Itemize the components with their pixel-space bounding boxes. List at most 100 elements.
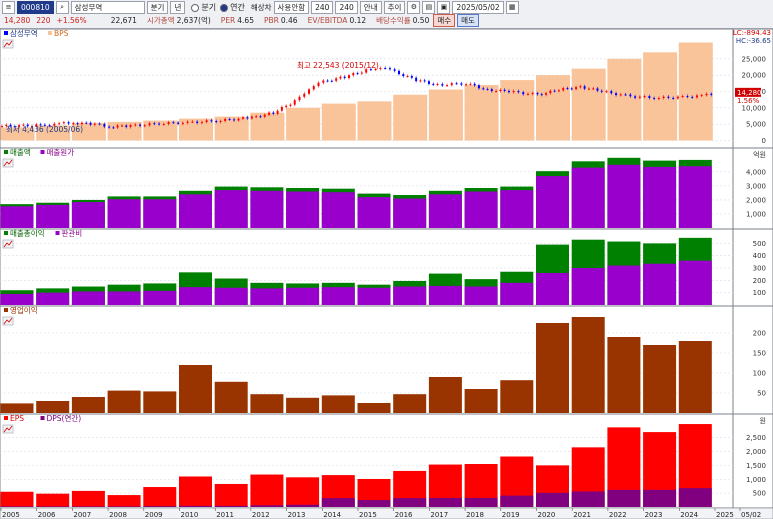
bar-sales-1-2011	[214, 190, 248, 228]
x-tick-label: 2023	[645, 511, 663, 519]
annual-radio-label: 연간	[230, 3, 245, 12]
price-candle	[579, 86, 582, 88]
stock-name-field[interactable]: 삼성무역	[70, 1, 145, 14]
price-candle	[477, 85, 480, 89]
price-candle	[280, 107, 283, 111]
pbr-label: PBR	[263, 16, 279, 25]
bar-gross_sga-1-2022	[607, 265, 641, 305]
price-candle	[423, 80, 426, 82]
date-field[interactable]: 2025/05/02	[452, 1, 504, 14]
bar-sales-1-2019	[500, 190, 534, 228]
price-candle	[308, 89, 311, 94]
price-candle	[629, 94, 632, 97]
price-candle	[26, 124, 29, 127]
price-candle	[158, 123, 161, 125]
calendar-icon[interactable]: ▦	[505, 1, 519, 14]
price-candle	[365, 69, 368, 73]
y-tick-label: 500	[753, 490, 766, 498]
price-candle	[638, 96, 641, 98]
price-candle	[285, 105, 288, 108]
y-tick-label: 3,000	[746, 182, 766, 190]
x-tick-label: 2015	[359, 511, 377, 519]
mcap-label: 시가총액	[146, 16, 175, 25]
y-tick-label: 100	[753, 289, 766, 297]
price-candle	[224, 118, 227, 121]
x-tick-label: 2011	[216, 511, 234, 519]
price-candle	[446, 85, 449, 87]
price-candle	[634, 96, 637, 98]
legend-label: 매출총이익	[10, 228, 45, 238]
stock-code-input[interactable]: 000810	[17, 1, 54, 14]
x-tick-label: 2013	[288, 511, 306, 519]
price-candle	[410, 76, 413, 78]
last-price-label: 14,280	[737, 89, 762, 97]
bar-eps_dps-1-2006	[36, 506, 70, 507]
bar-op_income-0-2014	[321, 395, 355, 413]
print-icon[interactable]: ▤	[422, 1, 436, 14]
type-label: 해상차	[250, 3, 272, 12]
price-candle	[450, 83, 453, 86]
bar-sales-1-2009	[143, 199, 177, 228]
x-axis-bar	[0, 507, 773, 519]
bar-op_income-0-2006	[36, 401, 70, 413]
count-b-field[interactable]: 240	[335, 1, 358, 14]
bar-eps_dps-0-2005	[0, 491, 34, 507]
search-icon[interactable]: ⌕	[55, 1, 69, 14]
price-candle	[495, 91, 498, 93]
year-button[interactable]: 년	[170, 1, 186, 14]
price-candle	[455, 83, 458, 85]
bar-price_bps-0-2006	[36, 125, 71, 141]
mode-select[interactable]: 사용안함	[273, 1, 310, 14]
price-candle	[348, 75, 351, 78]
x-tick-label: 2019	[502, 511, 520, 519]
price-candle	[330, 80, 333, 82]
price-candle	[93, 123, 96, 125]
high-annotation: 최고 22,543 (2015/12)	[297, 60, 379, 70]
add-button[interactable]: 추이	[383, 1, 406, 14]
price-candle	[686, 96, 689, 98]
price-candle	[540, 94, 543, 96]
price-candle	[549, 90, 552, 94]
bar-op_income-0-2017	[428, 377, 462, 413]
bar-op_income-0-2013	[286, 397, 320, 413]
price-candle	[30, 126, 33, 128]
period-button[interactable]: 분기	[146, 1, 169, 14]
quarter-radio-label: 분기	[201, 3, 217, 12]
price-candle	[517, 91, 520, 93]
price-candle	[312, 86, 315, 90]
quarter-radio[interactable]	[191, 3, 200, 12]
bar-price_bps-0-2008	[107, 121, 142, 141]
menu-icon[interactable]: ≡	[2, 1, 15, 14]
y-tick-label: 1,000	[746, 476, 766, 484]
annual-radio[interactable]	[220, 3, 229, 12]
guide-button[interactable]: 안내	[359, 1, 382, 14]
price-candle	[200, 122, 203, 124]
bar-op_income-0-2016	[393, 394, 427, 413]
bar-sales-1-2021	[571, 167, 605, 228]
price-candle	[432, 83, 435, 85]
legend-swatch	[4, 150, 8, 154]
bar-gross_sga-1-2023	[643, 263, 677, 305]
legend-label: 영업이익	[10, 305, 38, 315]
bar-op_income-0-2022	[607, 337, 641, 413]
count-a-field[interactable]: 240	[311, 1, 334, 14]
save-icon[interactable]: ▣	[437, 1, 451, 14]
buy-button[interactable]: 매수	[433, 14, 456, 27]
panel-chart-icon-line	[3, 240, 13, 248]
legend-label: DPS(연간)	[47, 413, 82, 423]
bar-op_income-0-2009	[143, 391, 177, 413]
x-tick-label: 2025	[716, 511, 734, 519]
price-candle	[196, 121, 199, 124]
sell-button[interactable]: 매도	[457, 14, 479, 27]
price-candle	[499, 89, 502, 92]
price-candle	[39, 124, 42, 126]
settings-icon[interactable]: ⚙	[407, 1, 421, 14]
price-candle	[536, 93, 539, 95]
low-annotation: 최저 4,436 (2005/06)	[6, 124, 83, 134]
price-candle	[643, 96, 646, 98]
bar-price_bps-0-2023	[643, 52, 678, 141]
y-tick-label: 500	[753, 240, 766, 248]
y-tick-label: 0	[762, 137, 766, 145]
bar-eps_dps-1-2020	[536, 492, 569, 507]
y-tick-label: 20,000	[742, 72, 767, 80]
